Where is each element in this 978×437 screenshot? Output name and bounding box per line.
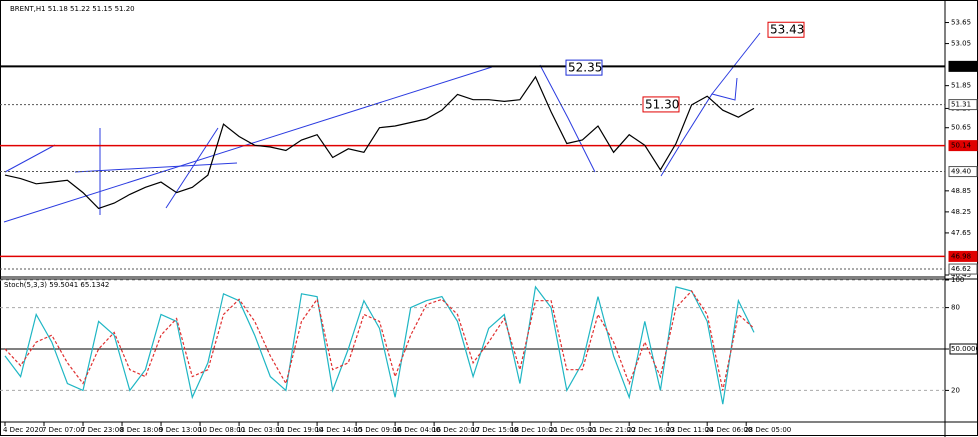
y-tick-label: 100 (951, 276, 964, 284)
y-tick-label: 51.85 (951, 82, 971, 90)
y-tick-label: 53.65 (951, 19, 971, 27)
y-tick-label: 80 (951, 304, 960, 312)
y-tick-label: 20 (951, 386, 960, 394)
x-tick-label: 10 Dec 08:00 (198, 426, 245, 434)
level-label: 51.31 (951, 101, 971, 109)
level-label: 46.62 (951, 265, 971, 273)
annotation: 51.30 (645, 97, 679, 111)
stoch-line (4, 290, 755, 391)
x-tick-label: 23 Dec 11:00 (666, 426, 713, 434)
level-label: 50.14 (951, 142, 972, 150)
y-tick-label: 50.65 (951, 124, 971, 132)
x-tick-label: 8 Dec 18:00 (120, 426, 163, 434)
y-tick-label: 46.45 (951, 271, 971, 279)
x-tick-label: 14 Dec 14:00 (315, 426, 362, 434)
x-tick-label: 11 Dec 03:00 (237, 426, 284, 434)
x-tick-label: 28 Dec 05:00 (744, 426, 791, 434)
annotation-box (642, 96, 680, 113)
annotation-box (565, 59, 603, 76)
x-tick-label: 7 Dec 07:00 (42, 426, 85, 434)
x-tick-label: 24 Dec 06:00 (705, 426, 752, 434)
x-tick-label: 18 Dec 10:00 (510, 426, 557, 434)
level-label-box (948, 166, 978, 178)
y-label-box (949, 343, 978, 355)
chart-title: BRENT,H1 51.18 51.22 51.15 51.20 (10, 5, 135, 13)
level-label-box (948, 140, 978, 152)
level-label-box (948, 60, 978, 72)
x-tick-label: 9 Dec 13:00 (159, 426, 202, 434)
drawings (3, 32, 761, 223)
x-tick-label: 15 Dec 09:00 (354, 426, 401, 434)
y-tick-label: 48.25 (951, 208, 971, 216)
x-tick-label: 4 Dec 2020 (3, 426, 43, 434)
level-label: 49.40 (951, 168, 971, 176)
x-tick-label: 16 Dec 04:00 (393, 426, 440, 434)
stoch-line (4, 285, 755, 405)
level-label: 52.40 (951, 62, 971, 70)
level-label: 46.98 (951, 252, 971, 260)
annotation: 52.35 (568, 61, 602, 75)
annotation: 53.43 (770, 23, 804, 37)
y-tick-label: 53.05 (951, 40, 971, 48)
y-tick-label: 47.65 (951, 229, 971, 237)
level-label-box (948, 99, 978, 111)
x-tick-label: 22 Dec 16:00 (627, 426, 674, 434)
y-tick-label: 48.85 (951, 187, 971, 195)
indicator-title: Stoch(5,3,3) 59.5041 65.1342 (4, 281, 109, 289)
x-tick-label: 7 Dec 23:00 (81, 426, 124, 434)
x-tick-label: 11 Dec 19:00 (276, 426, 323, 434)
y-tick-label: 50.0000 (951, 345, 978, 353)
annotation-box (767, 21, 805, 38)
level-label-box (948, 263, 978, 275)
x-tick-label: 21 Dec 05:00 (549, 426, 596, 434)
price-line (4, 75, 755, 210)
x-tick-label: 17 Dec 15:00 (471, 426, 518, 434)
x-tick-label: 16 Dec 20:00 (432, 426, 479, 434)
x-tick-label: 21 Dec 21:00 (588, 426, 635, 434)
level-label-box (948, 250, 978, 262)
